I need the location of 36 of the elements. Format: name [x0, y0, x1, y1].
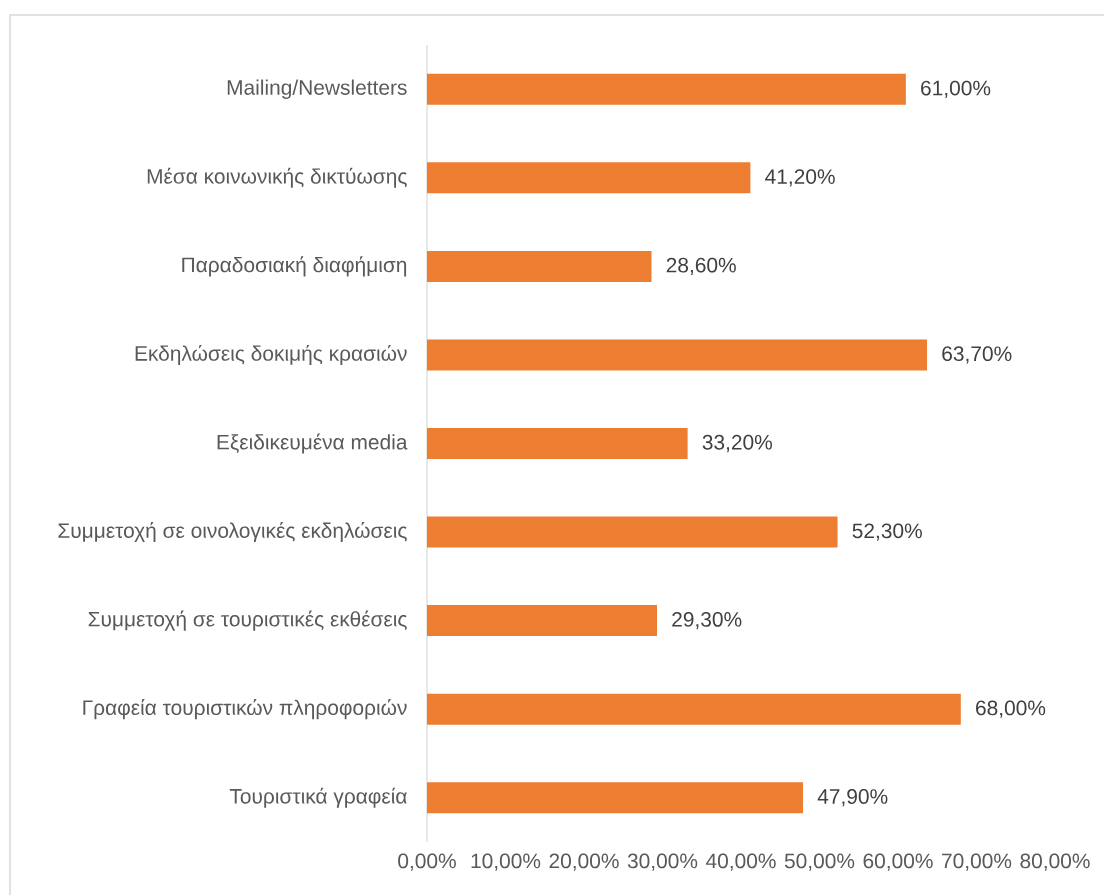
- data-label: 41,20%: [765, 169, 835, 187]
- data-label: 63,70%: [942, 346, 1012, 364]
- data-label: 68,00%: [976, 700, 1046, 718]
- bar: [426, 250, 652, 282]
- x-tick-label: 20,00%: [549, 853, 619, 871]
- y-tick-label: Εκδηλώσεις δοκιμής κρασιών: [135, 344, 407, 365]
- data-label: 47,90%: [817, 789, 888, 807]
- x-tick-label: 40,00%: [706, 853, 776, 871]
- x-tick-label: 0,00%: [398, 853, 456, 871]
- bar: [426, 339, 928, 371]
- data-label: 52,30%: [852, 523, 922, 541]
- data-label: 29,30%: [672, 611, 742, 630]
- y-tick-label: Μέσα κοινωνικής δικτύωσης: [147, 167, 407, 188]
- bar: [426, 162, 751, 194]
- x-tick-label: 80,00%: [1020, 853, 1090, 871]
- x-tick-label: 60,00%: [863, 853, 933, 871]
- bar: [426, 605, 657, 637]
- x-tick-label: 70,00%: [942, 853, 1012, 871]
- y-tick-label: Συμμετοχή σε οινολογικές εκδηλώσεις: [58, 522, 407, 543]
- data-label: 28,60%: [666, 257, 736, 276]
- y-tick-label: Τουριστικά γραφεία: [229, 787, 407, 808]
- x-tick-label: 10,00%: [471, 853, 541, 871]
- y-tick-label: Συμμετοχή σε τουριστικές εκθέσεις: [88, 610, 407, 631]
- bar: [426, 428, 688, 459]
- y-tick-label: Mailing/Newsletters: [227, 79, 407, 100]
- y-tick-label: Παραδοσιακή διαφήμιση: [182, 256, 407, 277]
- bar: [426, 782, 804, 814]
- x-tick-label: 30,00%: [627, 853, 698, 871]
- bar: [426, 516, 838, 548]
- y-tick-label: Εξειδικευμένα media: [217, 433, 408, 454]
- bar: [426, 693, 961, 725]
- data-label: 33,20%: [702, 434, 773, 453]
- y-tick-label: Γραφεία τουριστικών πληροφοριών: [83, 699, 407, 720]
- bar: [426, 73, 906, 105]
- x-tick-label: 50,00%: [784, 853, 855, 871]
- data-label: 61,00%: [921, 80, 991, 98]
